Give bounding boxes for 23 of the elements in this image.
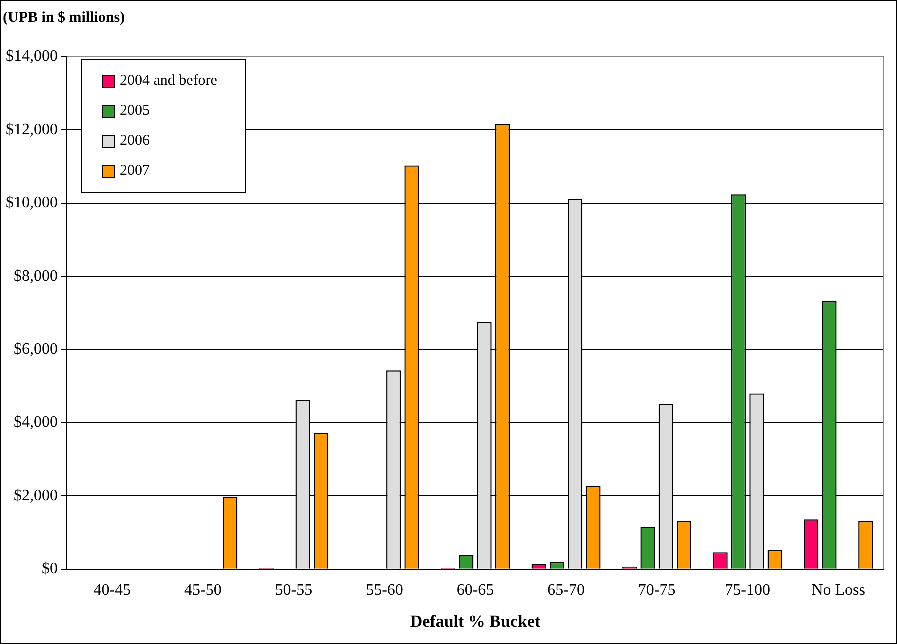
x-tick-label: 50-55 bbox=[275, 582, 313, 600]
x-tick-label: No Loss bbox=[812, 582, 866, 600]
x-tick-label: 65-70 bbox=[548, 582, 585, 600]
y-tick-label: $10,000 bbox=[6, 194, 58, 212]
x-tick-label: 55-60 bbox=[366, 582, 404, 600]
y-tick-label: $12,000 bbox=[6, 121, 58, 138]
x-tick-label: 60-65 bbox=[456, 582, 494, 600]
x-tick-label: 70-75 bbox=[638, 582, 676, 600]
y-tick-label: $14,000 bbox=[6, 48, 58, 66]
legend-label: 2007 bbox=[120, 162, 150, 180]
x-tick-label: 75-100 bbox=[725, 582, 770, 600]
legend-label: 2005 bbox=[120, 102, 150, 120]
x-tick-label: 40-45 bbox=[94, 582, 132, 600]
y-tick-label: $4,000 bbox=[14, 414, 58, 432]
x-tick-label: 45-50 bbox=[184, 582, 222, 600]
x-axis-title: Default % Bucket bbox=[410, 612, 541, 632]
y-tick-label: $6,000 bbox=[14, 341, 58, 358]
legend-label: 2006 bbox=[120, 132, 150, 150]
y-tick-label: $2,000 bbox=[14, 487, 58, 504]
legend-label: 2004 and before bbox=[120, 72, 218, 90]
y-tick-label: $0 bbox=[42, 560, 58, 578]
chart-title: (UPB in $ millions) bbox=[3, 10, 126, 26]
y-tick-label: $8,000 bbox=[14, 268, 58, 285]
